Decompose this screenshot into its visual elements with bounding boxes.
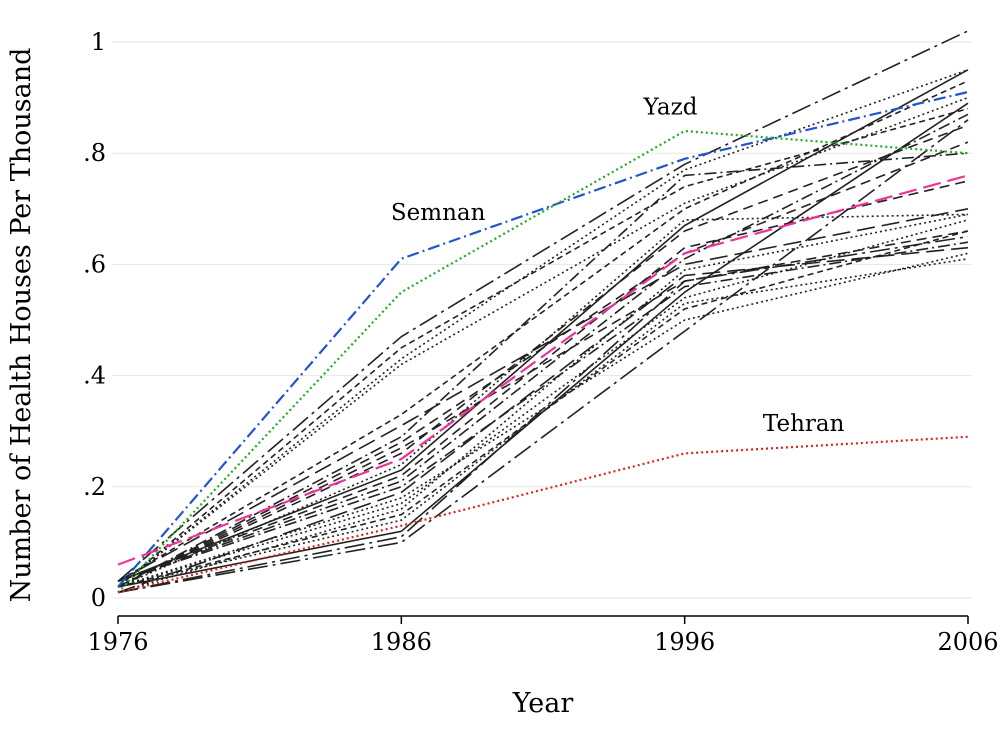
y-tick-label: 1 (91, 28, 106, 56)
series-line-2 (117, 435, 969, 594)
series-line-19 (117, 246, 969, 594)
series-line-27 (117, 96, 969, 588)
series-line-22 (117, 219, 969, 588)
x-tick-label: 1976 (87, 628, 148, 656)
annotation-yazd: Yazd (643, 94, 698, 120)
y-tick-label: .2 (83, 473, 106, 501)
series-line-10 (117, 152, 969, 588)
series-line-17 (117, 180, 969, 583)
y-axis-title: Number of Health Houses Per Thousand (6, 48, 37, 603)
y-tick-label: 0 (91, 584, 106, 612)
series-line-13 (117, 241, 969, 583)
x-tick-label: 1996 (654, 628, 715, 656)
annotation-semnan: Semnan (391, 200, 486, 226)
series-line-9 (117, 119, 969, 594)
series-line-12 (117, 230, 969, 588)
series-lines (117, 30, 969, 594)
series-line-26 (117, 80, 969, 582)
annotation-tehran: Tehran (763, 411, 845, 437)
y-tick-labels: 0 .2 .4 .6 .8 1 (83, 28, 106, 612)
x-tick-label: 1986 (371, 628, 432, 656)
series-line-24 (117, 235, 969, 594)
series-line-5 (117, 69, 969, 588)
series-line-3 (117, 174, 969, 566)
series-line-15 (117, 213, 969, 594)
x-axis-title: Year (512, 688, 574, 719)
series-line-0 (117, 90, 969, 588)
x-tick-label: 2006 (937, 628, 998, 656)
series-line-7 (117, 69, 969, 583)
series-line-23 (117, 213, 969, 588)
annotations: Yazd Semnan Tehran (391, 94, 845, 437)
axes (117, 615, 969, 624)
series-line-11 (117, 208, 969, 583)
series-line-1 (117, 129, 969, 594)
y-tick-label: .4 (83, 362, 106, 390)
gridlines (112, 41, 972, 599)
y-tick-label: .6 (83, 250, 106, 278)
series-line-18 (117, 124, 969, 588)
series-line-16 (117, 258, 969, 588)
x-tick-labels: 1976 1986 1996 2006 (87, 628, 998, 656)
series-line-25 (117, 141, 969, 588)
y-tick-label: .8 (83, 139, 106, 167)
series-line-4 (117, 30, 969, 582)
series-line-21 (117, 113, 969, 583)
